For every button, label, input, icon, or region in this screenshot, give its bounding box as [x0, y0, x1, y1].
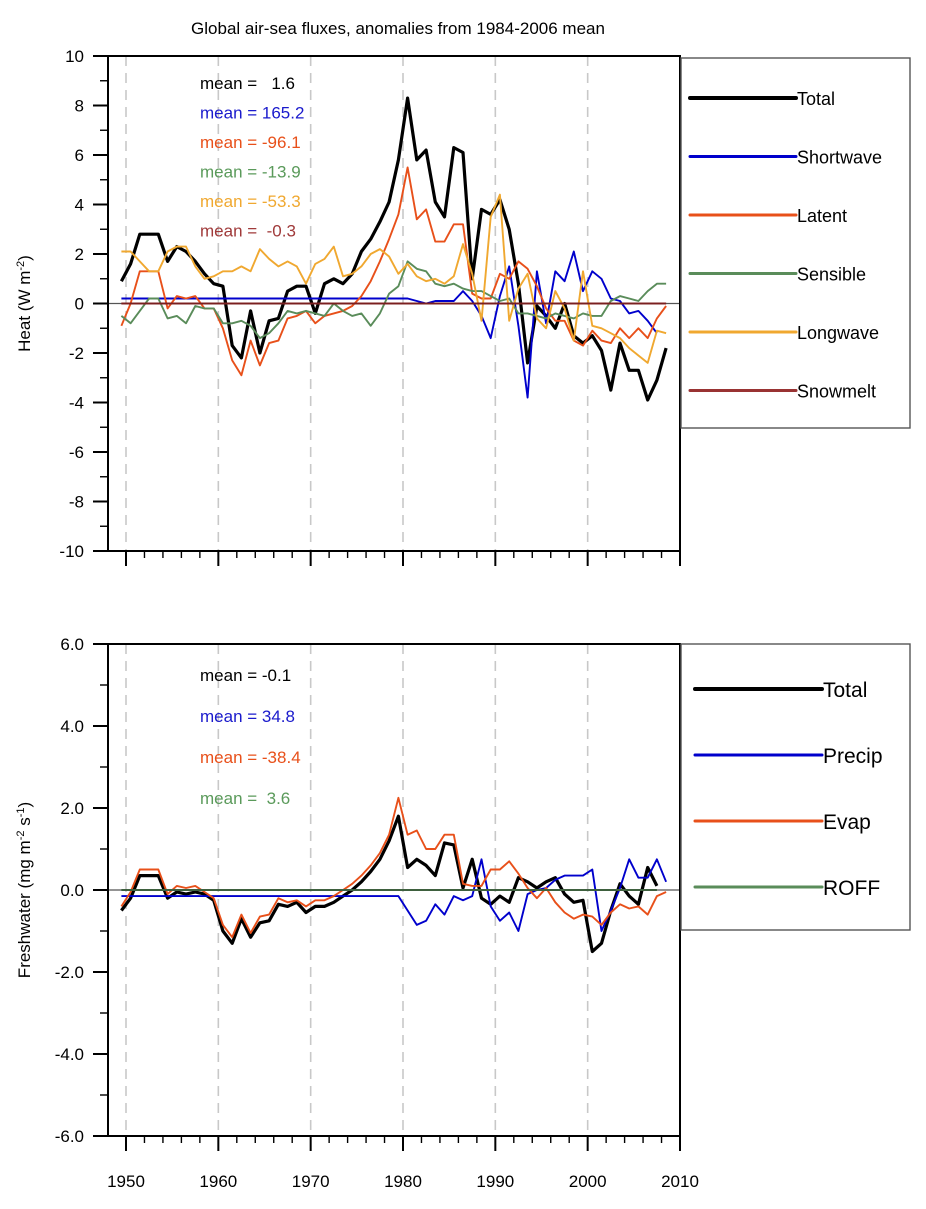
legend-label-latent: Latent [797, 206, 847, 226]
series-line-total [119, 96, 668, 402]
legend-label-longwave: Longwave [797, 323, 879, 343]
legend-label-total: Total [797, 89, 835, 109]
y-axis-label: Heat (W m-2) [15, 255, 34, 352]
series-line-total [120, 814, 659, 954]
y-tick-label: -2.0 [55, 963, 84, 982]
y-axis-label-sup2: -1 [15, 807, 27, 817]
x-tick-label: 1960 [199, 1172, 237, 1191]
legend-label-sensible: Sensible [797, 265, 866, 285]
legend-box [680, 57, 911, 429]
mean-annotation-total: mean = 1.6 [200, 74, 295, 93]
x-tick-label: 1970 [292, 1172, 330, 1191]
y-tick-label: -4 [69, 394, 84, 413]
mean-annotation-snowmelt: mean = -0.3 [200, 222, 296, 241]
y-tick-label: -2 [69, 344, 84, 363]
y-axis-label-end: ) [15, 255, 34, 261]
x-tick-label: 1990 [476, 1172, 514, 1191]
series-line-shortwave [121, 250, 658, 399]
y-tick-label: 4 [75, 196, 84, 215]
freshwater-panel: 6.0 4.0 2.0 0.0 -2.0 -4.0 -6.0 1950 1960 1970 1980… [15, 635, 911, 1191]
legend-label-shortwave: Shortwave [797, 148, 882, 168]
mean-annotation-latent: mean = -96.1 [200, 133, 301, 152]
mean-annotation-sensible: mean = -13.9 [200, 163, 301, 182]
y-axis-label: Freshwater (mg m-2 s-1) [15, 802, 34, 978]
y-tick-label: 2.0 [60, 799, 84, 818]
y-tick-label: -8 [69, 493, 84, 512]
mean-annotation-longwave: mean = -53.3 [200, 192, 301, 211]
x-tick-label: 2010 [661, 1172, 699, 1191]
legend-label-evap: Evap [823, 811, 871, 834]
legend-label-snowmelt: Snowmelt [797, 382, 876, 402]
y-axis-label-sup: -2 [15, 261, 27, 271]
legend-box [680, 643, 911, 931]
mean-annotation-shortwave: mean = 165.2 [200, 104, 304, 123]
legend-label-total: Total [823, 679, 867, 702]
mean-annotation-evap: mean = -38.4 [200, 748, 301, 767]
y-tick-label: 6.0 [60, 635, 84, 654]
mean-annotation-total: mean = -0.1 [200, 666, 291, 685]
y-axis-label-main: Freshwater (mg m [15, 840, 34, 978]
legend: Total Precip Evap ROFF [680, 643, 911, 931]
y-tick-label: 0 [75, 295, 84, 314]
y-tick-label: -4.0 [55, 1045, 84, 1064]
chart-title: Global air-sea fluxes, anomalies from 19… [191, 19, 605, 38]
legend: Total Shortwave Latent Sensible Longwave Snow… [680, 57, 911, 429]
x-tick-label: 2000 [569, 1172, 607, 1191]
y-axis-label-sup1: -2 [15, 830, 27, 840]
y-tick-label: 8 [75, 97, 84, 116]
series-line-evap [120, 796, 667, 939]
x-tick-label: 1950 [107, 1172, 145, 1191]
y-tick-label: -6 [69, 443, 84, 462]
y-tick-label: 10 [65, 47, 84, 66]
y-axis-label-main: Heat (W m [15, 271, 34, 352]
mean-annotation-roff: mean = 3.6 [200, 789, 290, 808]
legend-label-roff: ROFF [823, 877, 880, 900]
mean-annotation-precip: mean = 34.8 [200, 707, 295, 726]
y-tick-label: -10 [59, 542, 84, 561]
y-tick-label: 0.0 [60, 881, 84, 900]
y-tick-label: 2 [75, 245, 84, 264]
series-line-longwave [121, 193, 667, 364]
y-axis-label-end: ) [15, 802, 34, 808]
y-axis-label-mid: s [15, 817, 34, 830]
y-tick-label: 4.0 [60, 717, 84, 736]
y-tick-label: 6 [75, 146, 84, 165]
series-line-sensible [120, 260, 667, 340]
legend-label-precip: Precip [823, 745, 883, 768]
y-tick-label: -6.0 [55, 1127, 84, 1146]
x-tick-label: 1980 [384, 1172, 422, 1191]
